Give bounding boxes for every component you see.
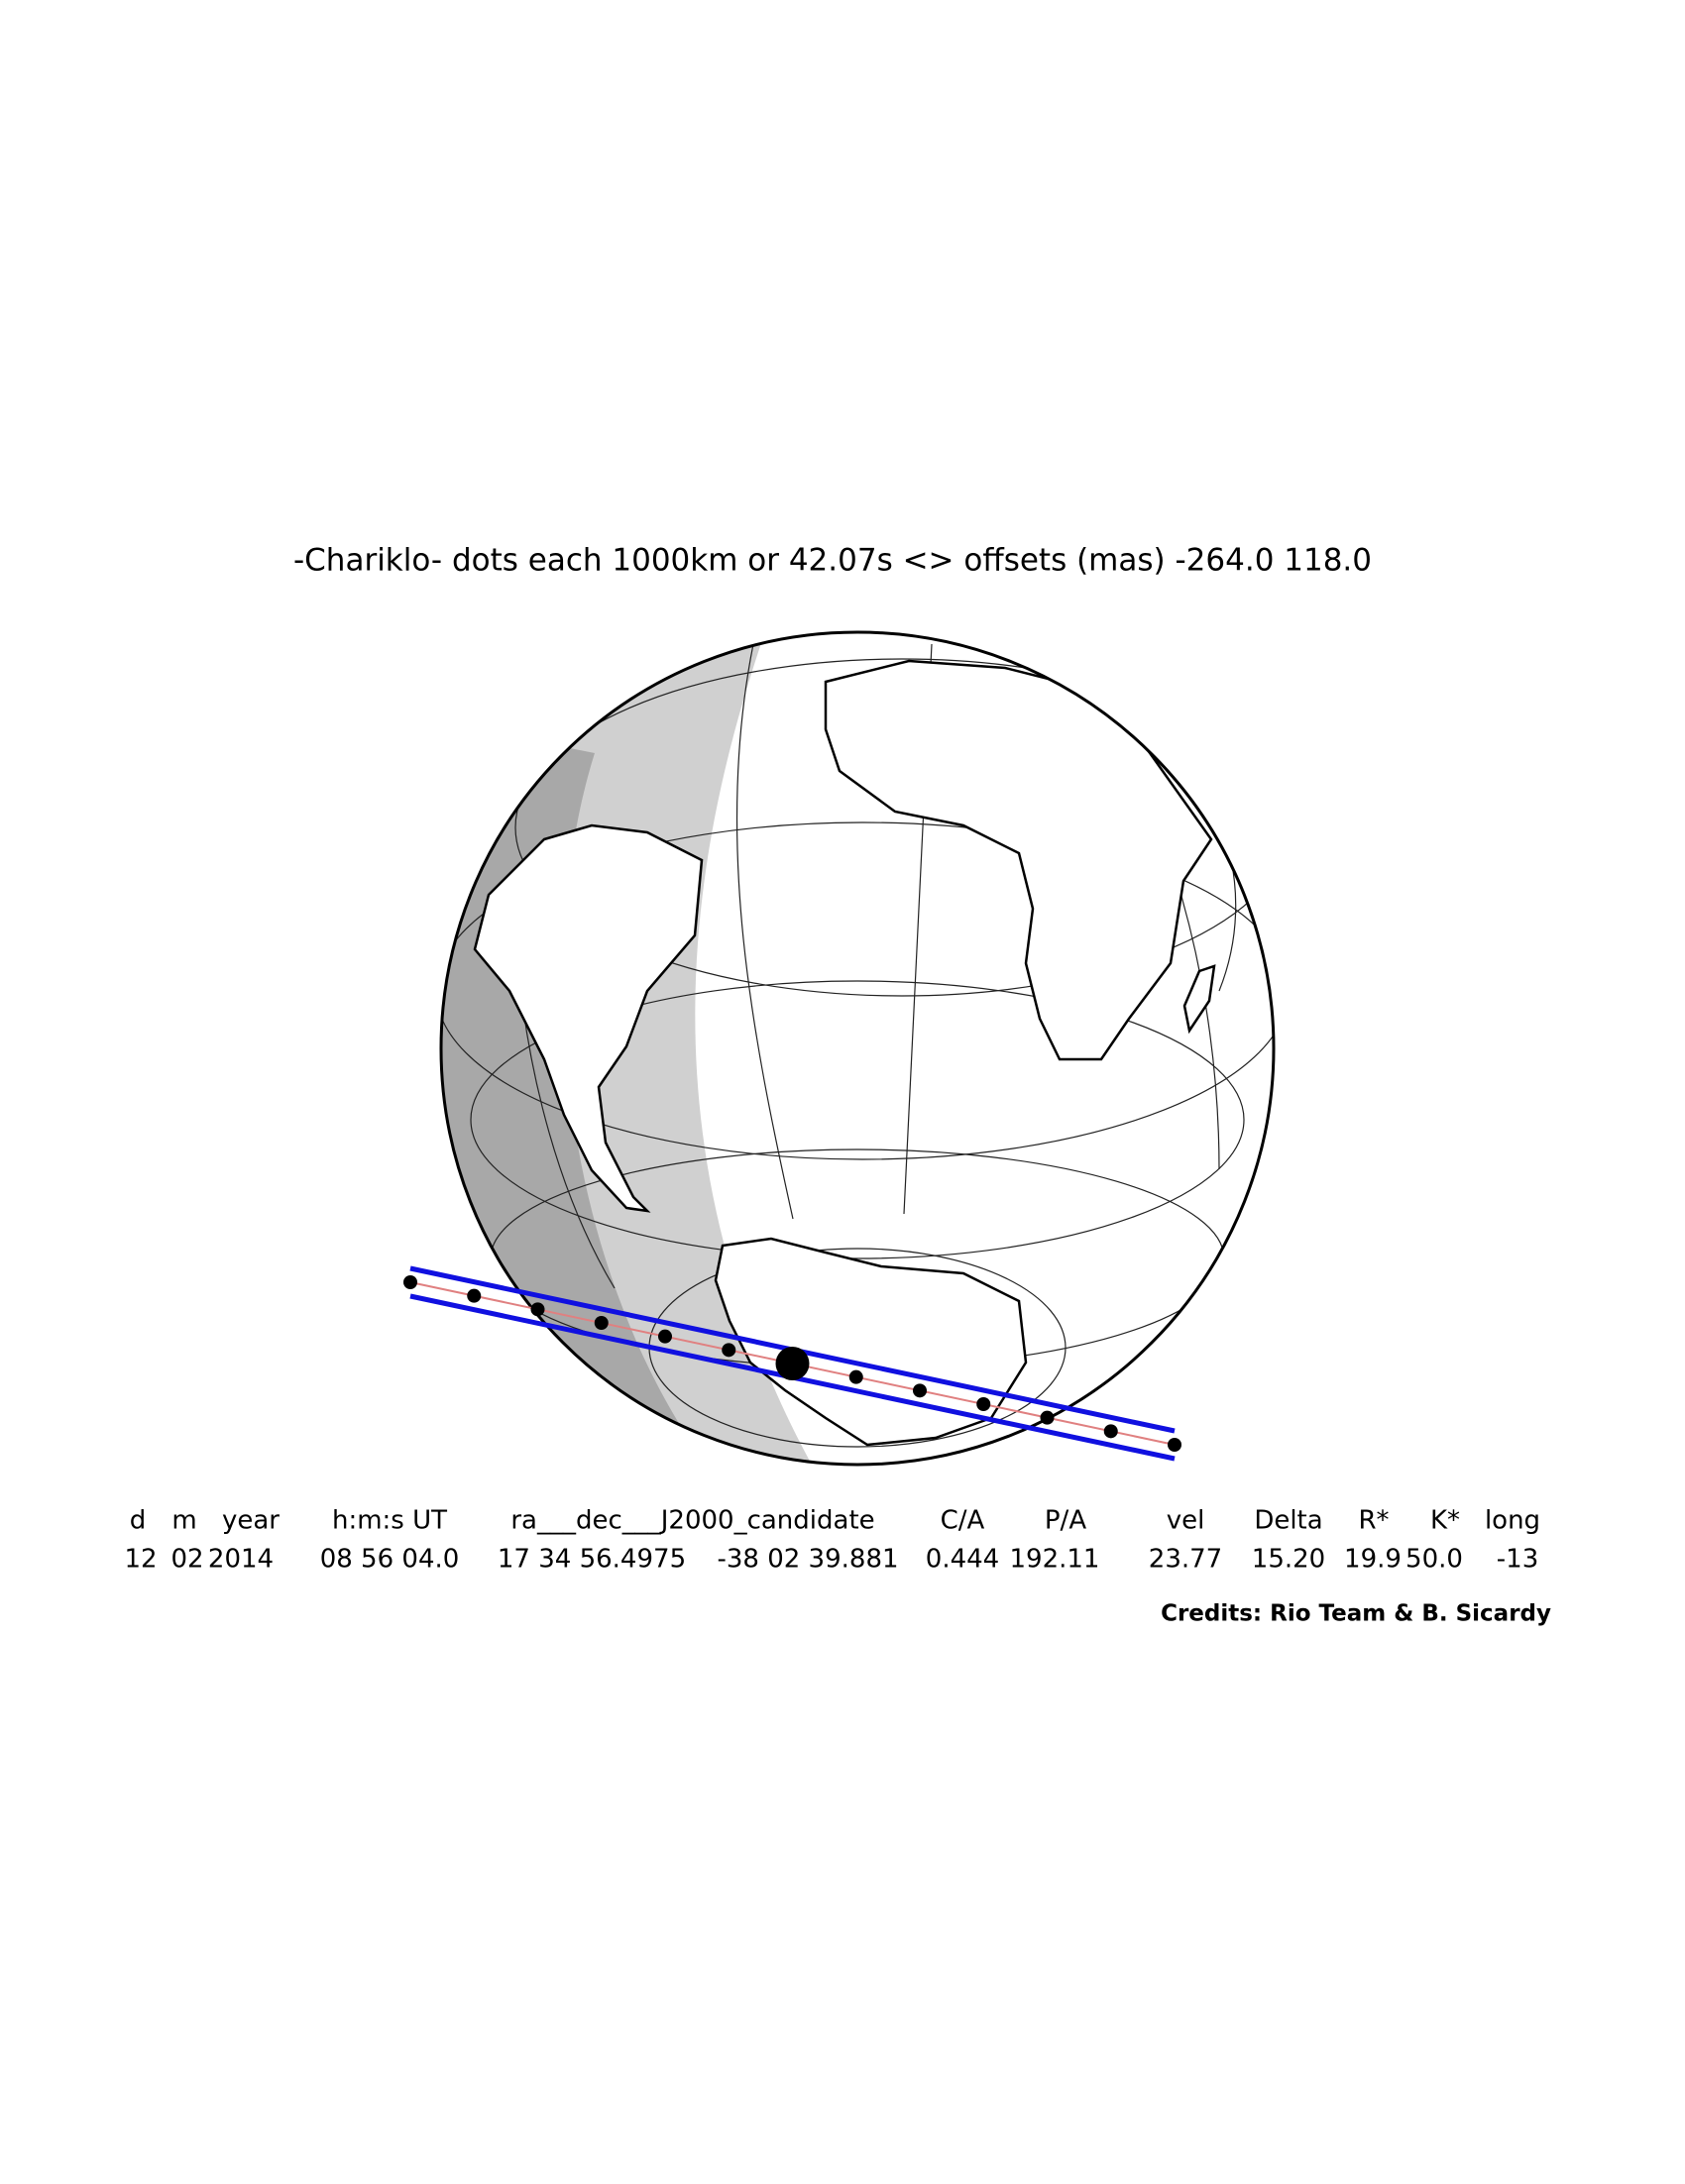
column-header: C/A — [941, 1506, 985, 1536]
column-value: 23.77 — [1149, 1545, 1222, 1575]
antarctica — [714, 1237, 1028, 1447]
column-header: ra___dec___J2000_candidate — [510, 1506, 874, 1536]
track-dot — [1040, 1410, 1055, 1425]
track-dot — [1168, 1438, 1181, 1452]
column-header: year — [222, 1506, 280, 1536]
column-header: m — [171, 1506, 196, 1536]
track-dot — [658, 1329, 672, 1344]
column-value: 192.11 — [1010, 1545, 1100, 1575]
column-value: 50.0 — [1405, 1545, 1463, 1575]
parallel — [514, 658, 1274, 997]
track-dot — [722, 1343, 736, 1358]
column-header: R* — [1358, 1506, 1389, 1536]
column-header: d — [130, 1506, 147, 1536]
credits: Credits: Rio Team & B. Sicardy — [1161, 1601, 1551, 1627]
track-dot — [1103, 1424, 1118, 1439]
column-header: vel — [1167, 1506, 1205, 1536]
track-dot — [976, 1397, 991, 1411]
column-value: 12 — [124, 1545, 157, 1575]
column-value: 19.9 — [1344, 1545, 1402, 1575]
column-header: long — [1485, 1506, 1540, 1536]
column-value: 15.20 — [1252, 1545, 1325, 1575]
column-value: -38 02 39.881 — [717, 1545, 898, 1575]
column-value: 02 — [170, 1545, 203, 1575]
occultation-track — [403, 1265, 1181, 1462]
column-value: 08 56 04.0 — [320, 1545, 460, 1575]
track-dot — [530, 1302, 545, 1317]
globe-outline — [439, 630, 1276, 1467]
south-america — [473, 823, 704, 1213]
column-value: -13 — [1497, 1545, 1538, 1575]
globe — [439, 630, 1276, 1467]
track-dot — [467, 1288, 482, 1303]
column-value: 2014 — [208, 1545, 274, 1575]
event-table: d m year h:m:s UT ra___dec___J2000_candidate… — [124, 1506, 1540, 1575]
madagascar — [1182, 964, 1216, 1035]
title: -Chariklo- dots each 1000km or 42.07s <>… — [293, 543, 1372, 579]
track-dot — [594, 1316, 609, 1330]
column-header: P/A — [1045, 1506, 1086, 1536]
column-value: 17 34 56.4975 — [498, 1545, 686, 1575]
track-dot — [913, 1383, 927, 1398]
column-header: Delta — [1254, 1506, 1322, 1536]
parallel — [470, 980, 1245, 1259]
track-dot — [848, 1369, 863, 1384]
track-dot — [403, 1275, 417, 1289]
column-header: K* — [1430, 1506, 1460, 1536]
equator — [441, 821, 1274, 1160]
column-value: 0.444 — [926, 1545, 999, 1575]
closest-approach-dot — [775, 1347, 810, 1380]
column-header: h:m:s UT — [332, 1506, 447, 1536]
meridian — [735, 643, 794, 1220]
